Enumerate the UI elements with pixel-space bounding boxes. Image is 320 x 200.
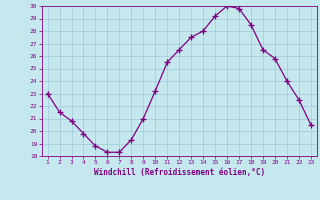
X-axis label: Windchill (Refroidissement éolien,°C): Windchill (Refroidissement éolien,°C) xyxy=(94,168,265,177)
